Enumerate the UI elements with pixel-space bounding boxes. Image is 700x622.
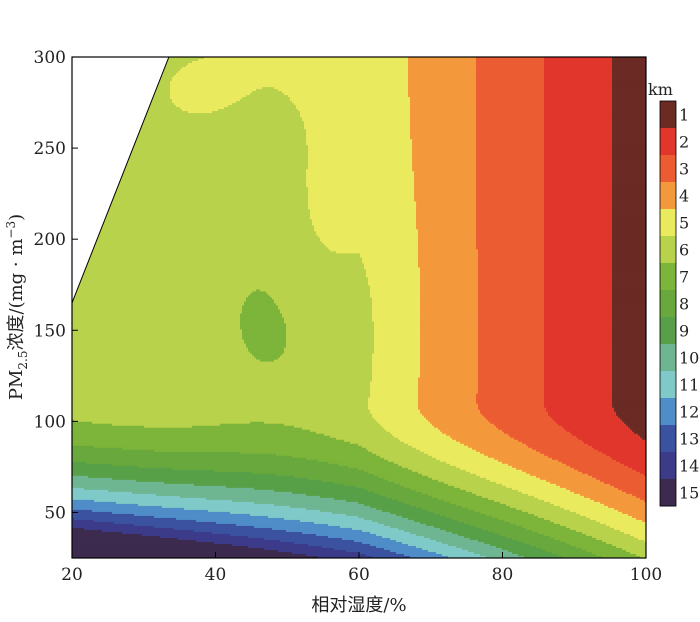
colorbar-swatch: [660, 209, 676, 237]
colorbar-label: 12: [679, 403, 699, 422]
x-tick-label: 20: [61, 565, 83, 585]
colorbar-swatch: [660, 317, 676, 345]
colorbar-swatch: [660, 479, 676, 507]
colorbar-label: 3: [679, 160, 689, 179]
colorbar-label: 15: [679, 484, 699, 503]
colorbar-swatch: [660, 452, 676, 480]
colorbar-swatch: [660, 263, 676, 291]
y-axis-title: PM2.5浓度/(mg · m−3): [4, 214, 30, 400]
x-axis: 20 40 60 80 100: [61, 552, 662, 585]
colorbar-frame: [659, 100, 677, 507]
contour-bands: [72, 57, 646, 558]
colorbar-swatch: [660, 236, 676, 264]
x-tick-label: 60: [348, 565, 370, 585]
colorbar-label: 14: [679, 457, 699, 476]
colorbar-swatch: [660, 128, 676, 156]
colorbar-label: 2: [679, 133, 689, 152]
y-tick-label: 100: [34, 412, 66, 432]
y-tick-label: 150: [34, 321, 66, 341]
colorbar-swatch: [660, 371, 676, 399]
colorbar-swatch: [660, 425, 676, 453]
colorbar-unit: km: [648, 80, 673, 99]
colorbar-swatch: [660, 155, 676, 183]
colorbar-label: 4: [679, 187, 689, 206]
colorbar-label: 11: [679, 376, 699, 395]
x-tick-label: 80: [492, 565, 514, 585]
colorbar-label: 13: [679, 430, 699, 449]
colorbar-swatch: [660, 101, 676, 129]
y-tick-label: 50: [44, 503, 66, 523]
colorbar-label: 7: [679, 268, 689, 287]
colorbar-swatch: [660, 398, 676, 426]
y-tick-label: 200: [34, 230, 66, 250]
y-axis: 50 100 150 200 250 300: [34, 48, 78, 523]
colorbar-label: 8: [679, 295, 689, 314]
x-tick-label: 40: [205, 565, 227, 585]
x-axis-title: 相对湿度/%: [311, 595, 406, 616]
colorbar-swatch: [660, 290, 676, 318]
colorbar-label: 6: [679, 241, 689, 260]
colorbar-label: 9: [679, 322, 689, 341]
colorbar-label: 5: [679, 214, 689, 233]
x-tick-label: 100: [630, 565, 662, 585]
colorbar-swatch: [660, 344, 676, 372]
y-tick-label: 300: [34, 48, 66, 68]
colorbar-label: 10: [679, 349, 699, 368]
colorbar-swatch: [660, 182, 676, 210]
y-tick-label: 250: [34, 139, 66, 159]
colorbar-label: 1: [679, 106, 689, 125]
